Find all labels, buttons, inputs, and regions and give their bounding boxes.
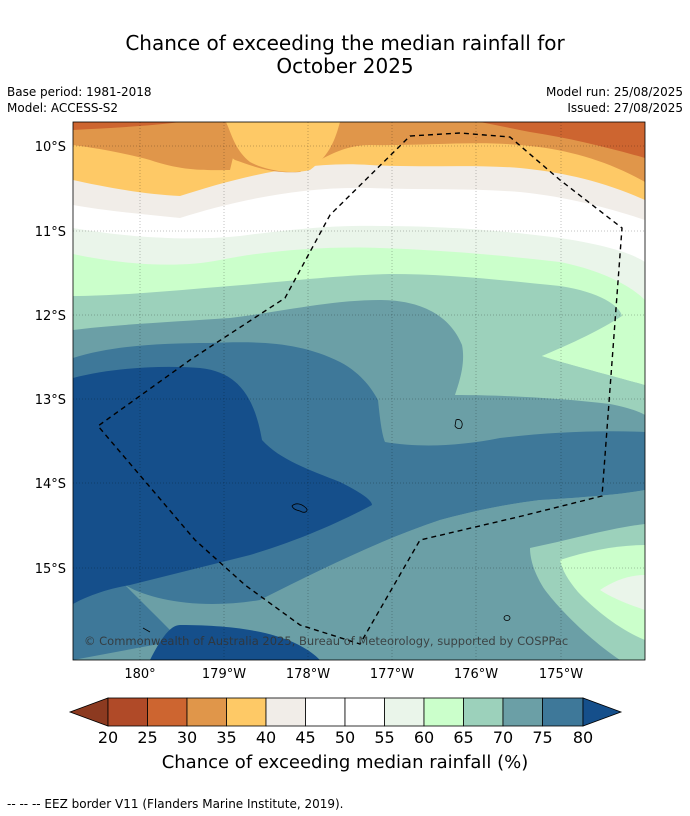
- colorbar-swatch: [463, 697, 504, 727]
- lon-label: 178°W: [286, 667, 330, 682]
- colorbar-label: Chance of exceeding median rainfall (%): [161, 752, 529, 773]
- lon-label: 177°W: [370, 667, 414, 682]
- colorbar-tick: 30: [177, 728, 197, 747]
- eez-footnote: -- -- -- EEZ border V11 (Flanders Marine…: [7, 797, 344, 811]
- colorbar-swatch: [226, 697, 267, 727]
- title-line-1: Chance of exceeding the median rainfall …: [125, 31, 565, 55]
- model-run: Model run: 25/08/2025: [545, 85, 683, 99]
- island-small: [503, 615, 511, 621]
- model-name: Model: ACCESS-S2: [7, 101, 119, 115]
- band-60-65-south: [560, 545, 645, 640]
- lat-label: 15°S: [35, 562, 66, 577]
- lat-label: 10°S: [35, 140, 66, 155]
- meta-right: Model run: 25/08/2025 Issued: 27/08/2025: [546, 84, 683, 116]
- colorbar-tick: 80: [573, 728, 593, 747]
- colorbar-swatch: [186, 697, 227, 727]
- lat-label: 12°S: [35, 309, 66, 324]
- lon-label: 179°W: [202, 667, 246, 682]
- meta-left: Base period: 1981-2018 Model: ACCESS-S2: [7, 84, 152, 116]
- colorbar-ticks: 20 25 30 35 40 45 50 55 60 65 70 75 80: [98, 728, 593, 747]
- copyright-notice: © Commonwealth of Australia 2025, Bureau…: [84, 634, 568, 648]
- colorbar-swatch: [265, 697, 306, 727]
- colorbar-gt80: [582, 697, 623, 727]
- band-gt80-south: [150, 625, 320, 660]
- map-grid: [73, 122, 645, 660]
- longitude-labels: 180° 179°W 178°W 177°W 176°W 175°W: [124, 667, 583, 682]
- band-35-40-inner: [226, 122, 340, 173]
- colorbar-swatch: [502, 697, 543, 727]
- colorbar-swatch: [147, 697, 188, 727]
- colorbar-swatch: [344, 697, 385, 727]
- colorbar-tick: 20: [98, 728, 118, 747]
- lat-label: 13°S: [35, 393, 66, 408]
- island-uvea: [291, 503, 308, 513]
- colorbar-tick: 50: [335, 728, 355, 747]
- island-futuna: [142, 627, 151, 633]
- issued-date: Issued: 27/08/2025: [567, 101, 683, 115]
- band-25-30-west: [73, 122, 180, 130]
- colorbar-swatch: [107, 697, 148, 727]
- colorbar-tick: 70: [493, 728, 513, 747]
- latitude-labels: 10°S 11°S 12°S 13°S 14°S 15°S: [35, 140, 66, 577]
- colorbar-swatch: [305, 697, 346, 727]
- colorbar-tick: 25: [137, 728, 157, 747]
- colorbar-swatch: [423, 697, 464, 727]
- rainfall-probability-map: © Commonwealth of Australia 2025, Bureau…: [73, 122, 645, 660]
- map-frame: [72, 121, 646, 661]
- band-gt80: [73, 366, 372, 604]
- lon-label: 180°: [124, 667, 155, 682]
- lon-label: 176°W: [454, 667, 498, 682]
- colorbar-lt20: [68, 697, 109, 727]
- lat-label: 14°S: [35, 477, 66, 492]
- colorbar-tick: 40: [256, 728, 276, 747]
- chart-title: Chance of exceeding the median rainfall …: [0, 32, 690, 78]
- band-55-60-south: [600, 575, 645, 610]
- colorbar-swatch: [384, 697, 425, 727]
- eez-border: [96, 132, 623, 645]
- island-wallis: [454, 419, 463, 430]
- band-70-75-south: [260, 490, 645, 660]
- colorbar-tick: 55: [374, 728, 394, 747]
- colorbar: [68, 697, 623, 727]
- lon-label: 175°W: [539, 667, 583, 682]
- colorbar-tick: 45: [295, 728, 315, 747]
- colorbar-tick: 75: [532, 728, 552, 747]
- base-period: Base period: 1981-2018: [7, 85, 152, 99]
- colorbar-tick: 35: [216, 728, 236, 747]
- title-line-2: October 2025: [276, 54, 414, 78]
- band-25-30: [480, 122, 645, 158]
- band-60-65-east: [542, 316, 645, 385]
- colorbar-swatch: [542, 697, 584, 727]
- lat-label: 11°S: [35, 225, 66, 240]
- colorbar-tick: 65: [453, 728, 473, 747]
- colorbar-tick: 60: [414, 728, 434, 747]
